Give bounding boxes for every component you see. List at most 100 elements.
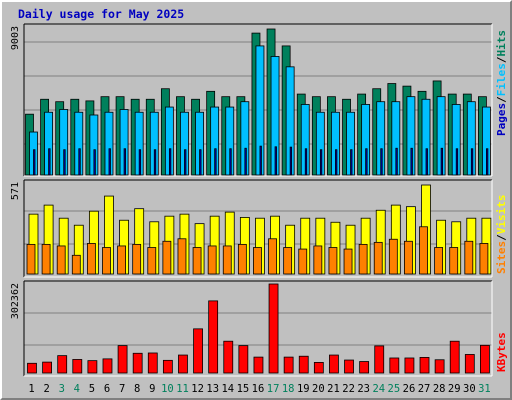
sites-bar — [162, 240, 172, 275]
panel-1-legend-item: Hits — [495, 30, 508, 57]
sites-bar — [71, 254, 81, 275]
pages-bar — [350, 149, 353, 176]
panel-2-legend-item: Sites — [495, 241, 508, 274]
pages-bar — [199, 149, 202, 176]
sites-bar — [343, 248, 353, 275]
sites-bar — [464, 240, 474, 275]
pages-bar — [380, 148, 383, 176]
x-tick-label: 23 — [357, 383, 370, 395]
sites-bar — [404, 240, 413, 275]
kbytes-bar — [449, 340, 460, 374]
x-tick-label: 25 — [388, 383, 401, 395]
sites-bar — [192, 247, 202, 275]
x-tick-label: 30 — [463, 383, 476, 395]
panel-1-legend-separator: / — [495, 56, 508, 63]
x-tick-label: 3 — [59, 383, 65, 395]
kbytes-bar — [374, 345, 385, 374]
panel-2-legend-separator: / — [495, 234, 508, 241]
kbytes-bar — [147, 352, 158, 374]
pages-bar — [486, 148, 489, 176]
x-tick-label: 4 — [74, 383, 80, 395]
panel-3-legend: KBytes — [495, 332, 508, 372]
x-tick-label: 6 — [104, 383, 110, 395]
pages-bar — [274, 146, 277, 176]
x-tick-label: 15 — [237, 383, 250, 395]
x-tick-label: 17 — [267, 383, 280, 395]
x-tick-label: 1 — [28, 383, 34, 395]
sites-bar — [237, 243, 247, 275]
sites-bar — [373, 241, 383, 275]
sites-bar — [41, 243, 51, 275]
kbytes-bar — [27, 362, 37, 374]
sites-bar — [253, 247, 262, 275]
sites-bar — [328, 247, 338, 275]
sites-bar — [268, 238, 277, 275]
panel-1-ymax-label: 9003 — [10, 26, 21, 50]
pages-bar — [168, 148, 172, 176]
kbytes-bar — [223, 340, 234, 374]
x-tick-label: 11 — [176, 383, 189, 395]
x-tick-label: 27 — [418, 383, 431, 395]
pages-bar — [289, 146, 293, 176]
sites-bar — [283, 247, 293, 275]
x-tick-label: 9 — [149, 383, 155, 395]
x-tick-label: 12 — [191, 383, 204, 395]
panel-1-legend-separator: / — [495, 96, 508, 103]
panel-2-legend: Sites/Visits — [495, 195, 508, 275]
x-tick-label: 28 — [433, 383, 446, 395]
pages-bar — [108, 148, 111, 176]
panel-1-legend-item: Pages — [495, 103, 508, 136]
kbytes-bar — [208, 300, 219, 374]
kbytes-bar — [162, 359, 173, 374]
sites-bar — [388, 238, 398, 275]
x-tick-label: 22 — [342, 383, 355, 395]
kbytes-bar — [283, 356, 294, 374]
x-tick-label: 13 — [206, 383, 219, 395]
pages-bar — [335, 149, 338, 176]
pages-bar — [78, 148, 81, 176]
kbytes-bar — [344, 359, 354, 374]
pages-bar — [365, 148, 368, 176]
sites-bar — [358, 243, 368, 275]
x-tick-label: 31 — [478, 383, 491, 395]
pages-bar — [304, 148, 308, 176]
sites-bar — [434, 247, 444, 275]
pages-bar — [410, 147, 413, 176]
chart-title: Daily usage for May 2025 — [18, 7, 185, 21]
x-tick-label: 20 — [312, 383, 325, 395]
x-tick-label: 7 — [119, 383, 125, 395]
pages-bar — [395, 147, 398, 176]
x-tick-label: 21 — [327, 383, 340, 395]
kbytes-bar — [87, 360, 98, 374]
pages-bar — [440, 147, 444, 176]
sites-bar — [132, 243, 142, 275]
pages-bar — [319, 149, 323, 176]
kbytes-bar — [102, 358, 113, 374]
x-tick-label: 26 — [403, 383, 416, 395]
pages-bar — [153, 149, 157, 176]
sites-bar — [86, 243, 96, 275]
sites-bar — [419, 226, 428, 275]
sites-bar — [479, 243, 489, 275]
kbytes-bar — [298, 355, 309, 374]
kbytes-bar — [359, 361, 370, 374]
kbytes-bar — [464, 354, 475, 374]
panel-3-ymax-label: 302362 — [10, 283, 21, 319]
sites-bar — [117, 245, 126, 275]
kbytes-bar — [434, 359, 445, 374]
panel-2-legend-item: Visits — [495, 195, 508, 235]
panel-1-legend: Pages/Files/Hits — [495, 30, 508, 136]
pages-bar — [48, 148, 51, 176]
x-tick-label: 2 — [43, 383, 49, 395]
sites-bar — [449, 247, 459, 275]
kbytes-bar — [238, 345, 249, 374]
sites-bar — [147, 247, 157, 275]
x-tick-label: 18 — [282, 383, 295, 395]
pages-bar — [259, 145, 262, 176]
kbytes-bar — [178, 354, 188, 374]
panel-2-ymax-label: 571 — [10, 182, 21, 200]
kbytes-bar — [253, 356, 264, 374]
kbytes-bar — [72, 359, 83, 374]
x-tick-label: 8 — [134, 383, 140, 395]
sites-bar — [177, 238, 187, 275]
